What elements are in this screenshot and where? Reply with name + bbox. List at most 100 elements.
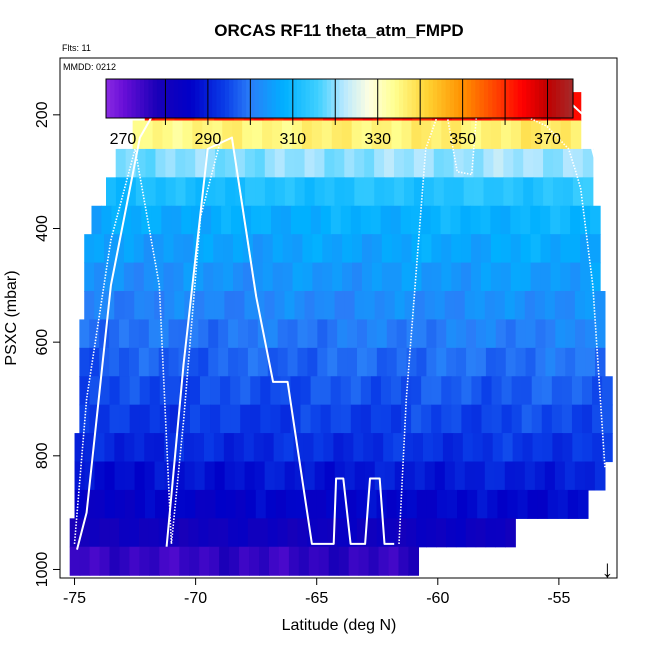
heat-cell: [272, 120, 283, 150]
colorbar-swatch: [364, 79, 370, 118]
heat-cell: [354, 461, 366, 491]
heat-cell: [178, 518, 190, 548]
heat-cell: [114, 461, 126, 491]
heat-cell: [314, 177, 326, 207]
heat-cell: [426, 489, 438, 519]
heat-cell: [316, 489, 327, 519]
heat-cell: [200, 404, 211, 434]
heat-cell: [386, 489, 398, 519]
heat-cell: [396, 347, 408, 377]
heat-row: [84, 234, 601, 264]
heat-cell: [594, 319, 606, 349]
heat-cell: [426, 518, 437, 548]
heat-cell: [511, 376, 523, 406]
heat-cell: [524, 461, 536, 491]
colorbar-swatch: [547, 79, 553, 118]
colorbar-swatch: [186, 79, 192, 118]
heat-cell: [280, 205, 292, 235]
heat-cell: [220, 404, 231, 434]
heat-cell: [251, 205, 262, 235]
heat-cell: [517, 489, 529, 519]
heat-cell: [344, 461, 356, 491]
heat-cell: [267, 347, 279, 377]
heat-cell: [366, 347, 378, 377]
heat-cell: [582, 148, 594, 178]
colorbar-swatch: [437, 79, 442, 118]
colorbar-swatch: [534, 79, 540, 118]
heat-cell: [111, 205, 122, 235]
flights-note: Flts: 11: [62, 43, 91, 53]
heat-cell: [148, 319, 160, 349]
heat-cell: [543, 177, 554, 207]
heat-cell: [119, 319, 130, 349]
heat-cell: [570, 262, 581, 292]
heat-cell: [396, 489, 408, 519]
heat-cell: [582, 404, 593, 434]
heat-cell: [531, 376, 543, 406]
heat-cell: [411, 404, 422, 434]
heat-cell: [580, 205, 591, 235]
heat-cell: [245, 177, 256, 207]
heat-cell: [560, 262, 571, 292]
heat-cell: [270, 404, 282, 434]
heat-cell: [280, 404, 292, 434]
colorbar: 270 290 310 330 350 370: [105, 78, 574, 148]
heat-cell: [104, 489, 116, 519]
heat-cell: [336, 489, 347, 519]
heat-cell: [330, 404, 342, 434]
heat-cell: [247, 347, 259, 377]
colorbar-tick-label: 310: [279, 131, 306, 148]
heat-cell: [416, 489, 428, 519]
heat-cell: [514, 461, 526, 491]
heat-cell: [492, 433, 504, 463]
heat-cell: [462, 433, 474, 463]
heat-cell: [99, 404, 111, 434]
heat-cell: [113, 262, 125, 292]
heat-cell: [371, 262, 383, 292]
heat-cell: [342, 234, 353, 264]
heat-cell: [334, 291, 346, 321]
heat-cell: [532, 433, 544, 463]
heat-cell: [214, 291, 225, 321]
heat-cell: [431, 120, 442, 150]
heat-cell: [334, 148, 345, 178]
heat-row: [74, 433, 613, 463]
heat-cell: [322, 262, 333, 292]
heat-cell: [179, 376, 191, 406]
heat-cell: [275, 489, 287, 519]
colorbar-swatch: [271, 79, 277, 118]
heat-cell: [394, 461, 406, 491]
heat-cell: [515, 347, 527, 377]
heat-cell: [119, 347, 130, 377]
heat-cell: [274, 461, 286, 491]
heat-cell: [413, 148, 425, 178]
heat-cell: [426, 319, 437, 349]
heat-cell: [505, 347, 517, 377]
colorbar-swatch: [301, 79, 307, 118]
heat-cell: [204, 291, 215, 321]
colorbar-swatch: [560, 79, 566, 118]
heat-cell: [585, 347, 596, 377]
heat-cell: [235, 489, 247, 519]
heat-cell: [284, 148, 296, 178]
colorbar-swatch: [432, 79, 438, 118]
heat-cell: [521, 376, 533, 406]
colorbar-swatch: [522, 79, 527, 118]
heat-cell: [287, 319, 299, 349]
heat-cell: [241, 205, 252, 235]
heat-cell: [350, 205, 362, 235]
heat-cell: [89, 546, 101, 576]
heat-cell: [436, 319, 447, 349]
heat-cell: [133, 262, 145, 292]
heat-cell: [124, 461, 136, 491]
heat-cell: [361, 234, 373, 264]
heat-cell: [485, 518, 497, 548]
heat-cell: [464, 291, 476, 321]
heat-cell: [173, 262, 185, 292]
heat-cell: [310, 404, 322, 434]
heat-cell: [99, 347, 110, 377]
heat-cell: [262, 234, 274, 264]
colorbar-swatch: [139, 79, 145, 118]
heat-cell: [326, 489, 337, 519]
heat-cell: [436, 347, 447, 377]
